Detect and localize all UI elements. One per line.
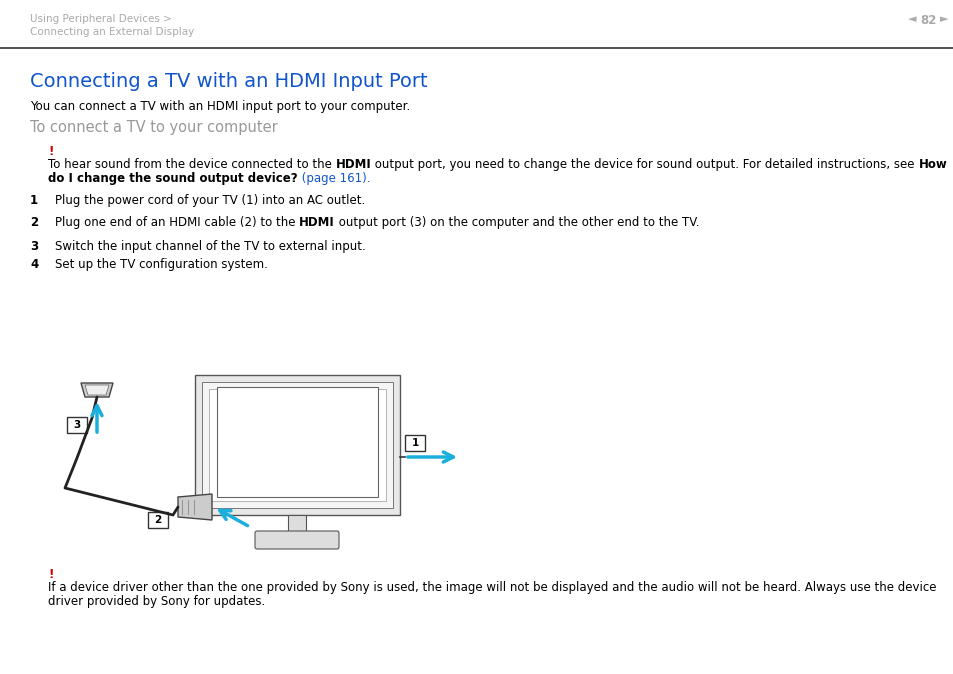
Text: driver provided by Sony for updates.: driver provided by Sony for updates. xyxy=(48,595,265,608)
Text: Connecting a TV with an HDMI Input Port: Connecting a TV with an HDMI Input Port xyxy=(30,72,427,91)
Polygon shape xyxy=(178,494,212,520)
Polygon shape xyxy=(85,385,109,395)
FancyBboxPatch shape xyxy=(148,512,168,528)
Polygon shape xyxy=(81,383,112,397)
Text: output port (3) on the computer and the other end to the TV.: output port (3) on the computer and the … xyxy=(335,216,699,229)
Text: You can connect a TV with an HDMI input port to your computer.: You can connect a TV with an HDMI input … xyxy=(30,100,410,113)
Text: 82: 82 xyxy=(919,14,935,27)
Text: 2: 2 xyxy=(30,216,38,229)
Bar xyxy=(216,387,377,497)
Text: Plug the power cord of your TV (1) into an AC outlet.: Plug the power cord of your TV (1) into … xyxy=(55,194,365,207)
Bar xyxy=(194,375,399,515)
Text: 1: 1 xyxy=(411,438,418,448)
Bar xyxy=(202,382,393,508)
Text: ◄: ◄ xyxy=(906,14,915,24)
Text: 3: 3 xyxy=(73,420,81,430)
FancyBboxPatch shape xyxy=(67,417,87,433)
Text: Switch the input channel of the TV to external input.: Switch the input channel of the TV to ex… xyxy=(55,240,365,253)
Text: 1: 1 xyxy=(30,194,38,207)
Text: 3: 3 xyxy=(30,240,38,253)
Text: output port, you need to change the device for sound output. For detailed instru: output port, you need to change the devi… xyxy=(371,158,918,171)
Text: If a device driver other than the one provided by Sony is used, the image will n: If a device driver other than the one pr… xyxy=(48,581,936,594)
Text: Connecting an External Display: Connecting an External Display xyxy=(30,27,194,37)
Text: Set up the TV configuration system.: Set up the TV configuration system. xyxy=(55,258,268,271)
Text: HDMI: HDMI xyxy=(299,216,335,229)
Text: (page 161).: (page 161). xyxy=(297,172,370,185)
Text: Plug one end of an HDMI cable (2) to the: Plug one end of an HDMI cable (2) to the xyxy=(55,216,299,229)
Text: To hear sound from the device connected to the: To hear sound from the device connected … xyxy=(48,158,335,171)
Text: ►: ► xyxy=(939,14,947,24)
Text: 4: 4 xyxy=(30,258,38,271)
FancyBboxPatch shape xyxy=(405,435,424,451)
Text: !: ! xyxy=(48,145,53,158)
Text: 2: 2 xyxy=(154,515,161,525)
Bar xyxy=(209,389,386,501)
FancyBboxPatch shape xyxy=(254,531,338,549)
Text: do I change the sound output device?: do I change the sound output device? xyxy=(48,172,297,185)
Text: !: ! xyxy=(48,568,53,581)
Bar xyxy=(288,515,306,533)
Text: How: How xyxy=(918,158,946,171)
Text: To connect a TV to your computer: To connect a TV to your computer xyxy=(30,120,277,135)
Text: Using Peripheral Devices >: Using Peripheral Devices > xyxy=(30,14,172,24)
Text: HDMI: HDMI xyxy=(335,158,371,171)
